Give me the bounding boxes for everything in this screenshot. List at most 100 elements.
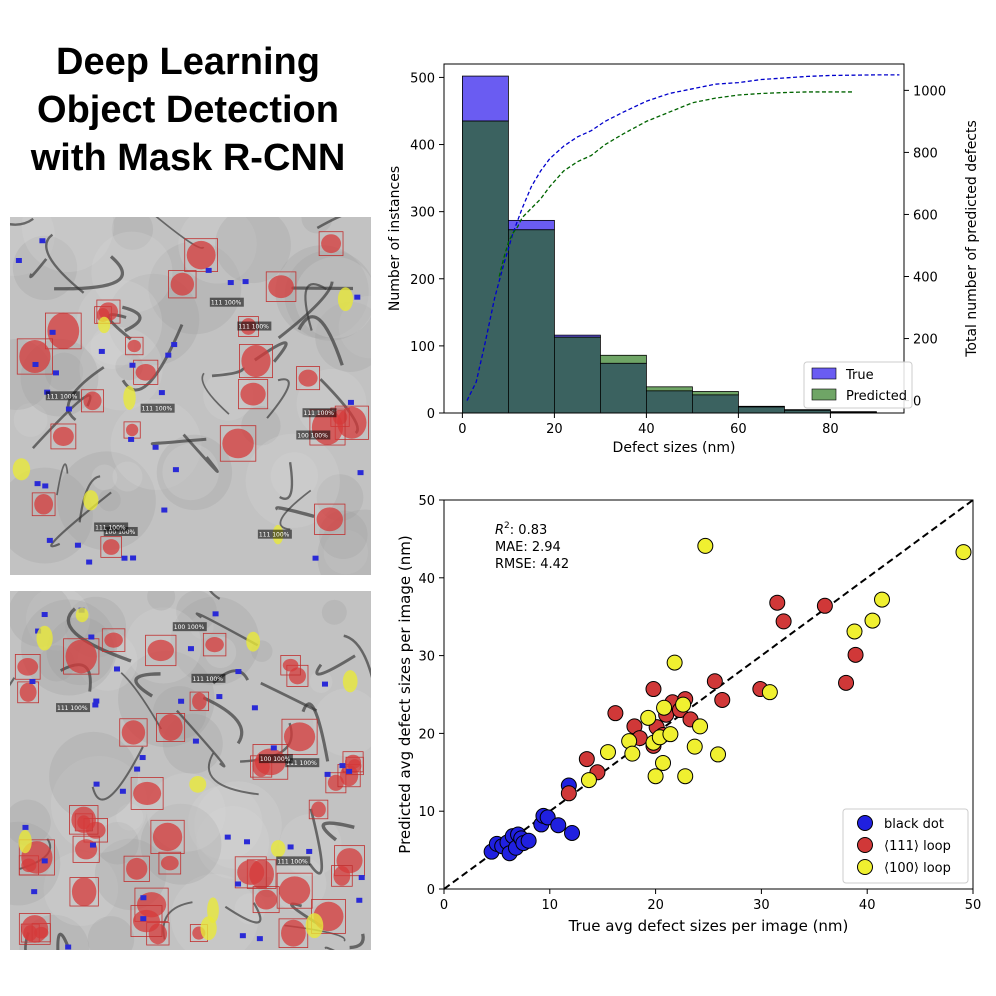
- scatter-point: [677, 768, 694, 785]
- y-tick-label: 300: [410, 206, 435, 221]
- legend-label: True: [845, 368, 874, 383]
- legend-label: black dot: [884, 817, 944, 832]
- black-dot-mask: [34, 481, 41, 487]
- loop111-mask: [17, 658, 39, 676]
- scatter-point: [656, 699, 673, 716]
- dislocation-line: [54, 255, 124, 291]
- detection-label: 111 100%: [142, 406, 173, 413]
- black-dot-mask: [312, 555, 319, 561]
- scatter-legend: black dot ⟨111⟩ loop ⟨100⟩ loop: [842, 808, 969, 884]
- dislocation-line: [91, 746, 144, 801]
- dislocation-line: [316, 217, 342, 230]
- black-dot-mask: [152, 444, 159, 450]
- loop100-mask: [18, 830, 32, 854]
- scatter-point: [662, 726, 679, 743]
- loop111-mask: [160, 855, 179, 871]
- loop111-mask: [321, 234, 342, 254]
- dislocation-line: [201, 372, 230, 415]
- loop100-mask: [83, 490, 99, 511]
- histogram-legend: True Predicted: [803, 361, 913, 409]
- loop111-mask: [344, 754, 362, 769]
- micrograph-image: 100 100%111 100%111 100%111 100%100 100%…: [10, 217, 371, 575]
- legend-swatch: [811, 367, 837, 380]
- y-tick-label: 0: [427, 883, 435, 898]
- black-dot-mask: [321, 681, 328, 687]
- histogram-bar-overlap: [553, 336, 601, 414]
- detection-label: 111 100%: [192, 676, 223, 683]
- black-dot-mask: [242, 279, 249, 285]
- detection-label: 100 100%: [105, 529, 136, 536]
- detection-label-bg: [209, 297, 244, 307]
- loop111-mask: [126, 857, 148, 880]
- micrograph-texture: [116, 803, 144, 831]
- black-dot-mask: [239, 933, 246, 939]
- scatter-point: [640, 709, 657, 726]
- dislocation-line: [308, 808, 324, 875]
- detection-label-bg: [94, 522, 129, 532]
- micrograph-texture: [111, 217, 154, 250]
- dislocation-line: [45, 233, 85, 294]
- histogram-bar-overlap: [737, 406, 785, 414]
- scatter-point: [710, 746, 727, 763]
- black-dot-mask: [92, 702, 99, 708]
- loop111-mask: [102, 539, 120, 555]
- micrograph-texture: [309, 670, 333, 694]
- scatter-point: [838, 674, 855, 691]
- y-tick-label: 10: [418, 805, 435, 820]
- loop100-mask: [12, 458, 31, 481]
- detection-box: [156, 713, 186, 742]
- detection-box: [314, 503, 346, 535]
- loop111-mask: [237, 859, 265, 885]
- loop100-mask: [123, 385, 136, 410]
- black-dot-mask: [15, 257, 22, 263]
- legend-swatch: [811, 388, 837, 401]
- x-tick-label: 40: [859, 898, 876, 913]
- legend-label: ⟨100⟩ loop: [884, 861, 951, 876]
- scatter-point: [520, 832, 537, 849]
- x-tick-label: 50: [965, 898, 982, 913]
- black-dot-mask: [270, 745, 277, 751]
- loop111-mask: [21, 915, 49, 943]
- loop111-mask: [19, 682, 37, 702]
- dislocation-line: [324, 946, 336, 950]
- micrograph-texture: [87, 916, 135, 950]
- r2-annotation: R2: 0.83: [495, 521, 547, 538]
- histogram-bar-overlap: [645, 390, 693, 414]
- scatter-point: [874, 591, 891, 608]
- dislocation-line: [279, 489, 312, 531]
- y-tick-label: 500: [410, 71, 435, 86]
- black-dot-mask: [227, 280, 234, 286]
- detection-box: [239, 344, 273, 379]
- scatter-point: [655, 754, 672, 771]
- detection-box: [31, 492, 56, 517]
- scatter-point: [560, 785, 577, 802]
- dislocation-line: [275, 506, 315, 518]
- scatter-point: [645, 681, 662, 698]
- micrograph-texture: [338, 295, 371, 359]
- black-dot-mask: [130, 555, 137, 561]
- scatter-frame: [443, 499, 974, 890]
- detection-box: [18, 913, 51, 945]
- scatter-point: [775, 613, 792, 630]
- loop111-mask: [104, 632, 123, 648]
- black-dot-mask: [192, 738, 199, 744]
- micrograph-top: 100 100% 111 100% 111 100% 111 100% 100 100%…: [10, 217, 371, 575]
- detection-label-bg: [296, 430, 331, 440]
- loop111-mask: [288, 667, 306, 685]
- x-tick-label: 80: [822, 422, 839, 437]
- scatter-point: [624, 745, 641, 762]
- x-tick-label: 10: [542, 898, 559, 913]
- black-dot-mask: [306, 848, 313, 854]
- micrograph-texture: [156, 434, 233, 511]
- loop111-mask: [83, 391, 102, 411]
- loop100-mask: [337, 287, 354, 312]
- detection-label: 100 100%: [297, 432, 328, 439]
- y-tick-label: 200: [410, 273, 435, 288]
- black-dot-mask: [224, 834, 231, 840]
- black-dot-mask: [346, 768, 353, 774]
- detection-box: [280, 655, 301, 676]
- detection-box: [69, 805, 99, 835]
- micrograph-texture: [44, 352, 84, 391]
- detection-label-bg: [257, 529, 292, 539]
- r2-superscript: 2: [504, 521, 510, 531]
